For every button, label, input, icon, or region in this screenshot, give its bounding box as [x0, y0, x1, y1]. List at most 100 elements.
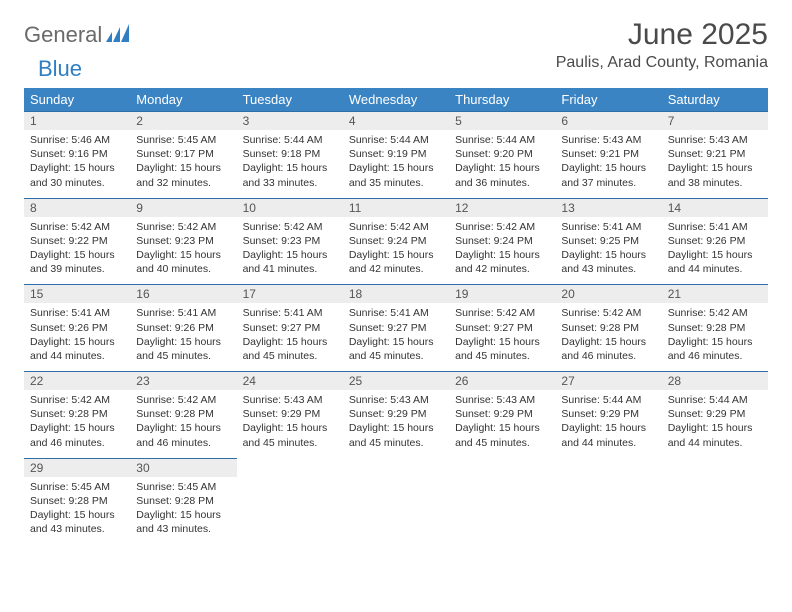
calendar-cell: 9 Sunrise: 5:42 AMSunset: 9:23 PMDaylight…: [130, 198, 236, 285]
sunset-line: Sunset: 9:27 PM: [455, 321, 549, 335]
sunrise-line: Sunrise: 5:42 AM: [561, 306, 655, 320]
calendar-cell: 29Sunrise: 5:45 AMSunset: 9:28 PMDayligh…: [24, 458, 130, 545]
calendar-row: 22Sunrise: 5:42 AMSunset: 9:28 PMDayligh…: [24, 371, 768, 458]
daylight-line: Daylight: 15 hours and 33 minutes.: [243, 161, 337, 189]
daylight-line: Daylight: 15 hours and 37 minutes.: [561, 161, 655, 189]
day-number: 20: [555, 284, 661, 303]
sunrise-line: Sunrise: 5:44 AM: [455, 133, 549, 147]
daylight-line: Daylight: 15 hours and 45 minutes.: [349, 421, 443, 449]
day-body: Sunrise: 5:44 AMSunset: 9:29 PMDaylight:…: [555, 390, 661, 458]
calendar-head: SundayMondayTuesdayWednesdayThursdayFrid…: [24, 88, 768, 111]
sunrise-line: Sunrise: 5:42 AM: [455, 220, 549, 234]
day-number: 8: [24, 198, 130, 217]
calendar-cell: 22Sunrise: 5:42 AMSunset: 9:28 PMDayligh…: [24, 371, 130, 458]
day-body: Sunrise: 5:41 AMSunset: 9:26 PMDaylight:…: [24, 303, 130, 371]
daylight-line: Daylight: 15 hours and 44 minutes.: [668, 421, 762, 449]
day-body: Sunrise: 5:43 AMSunset: 9:29 PMDaylight:…: [343, 390, 449, 458]
calendar-cell: 26Sunrise: 5:43 AMSunset: 9:29 PMDayligh…: [449, 371, 555, 458]
day-body: Sunrise: 5:46 AMSunset: 9:16 PMDaylight:…: [24, 130, 130, 198]
day-header: Monday: [130, 88, 236, 111]
sunrise-line: Sunrise: 5:43 AM: [455, 393, 549, 407]
calendar-cell: 3Sunrise: 5:44 AMSunset: 9:18 PMDaylight…: [237, 111, 343, 198]
calendar-cell: 24Sunrise: 5:43 AMSunset: 9:29 PMDayligh…: [237, 371, 343, 458]
sunset-line: Sunset: 9:23 PM: [136, 234, 230, 248]
daylight-line: Daylight: 15 hours and 43 minutes.: [30, 508, 124, 536]
day-body: Sunrise: 5:44 AMSunset: 9:29 PMDaylight:…: [662, 390, 768, 458]
day-number: 6: [555, 111, 661, 130]
sunrise-line: Sunrise: 5:45 AM: [136, 133, 230, 147]
day-body: Sunrise: 5:41 AMSunset: 9:26 PMDaylight:…: [662, 217, 768, 285]
day-header: Wednesday: [343, 88, 449, 111]
day-number: 12: [449, 198, 555, 217]
calendar-cell: 28Sunrise: 5:44 AMSunset: 9:29 PMDayligh…: [662, 371, 768, 458]
calendar-cell: 19Sunrise: 5:42 AMSunset: 9:27 PMDayligh…: [449, 284, 555, 371]
day-body: Sunrise: 5:42 AMSunset: 9:28 PMDaylight:…: [555, 303, 661, 371]
logo-chart-icon: [106, 24, 130, 47]
day-body: Sunrise: 5:41 AMSunset: 9:25 PMDaylight:…: [555, 217, 661, 285]
sunset-line: Sunset: 9:29 PM: [668, 407, 762, 421]
sunset-line: Sunset: 9:19 PM: [349, 147, 443, 161]
sunset-line: Sunset: 9:29 PM: [455, 407, 549, 421]
calendar-cell: 14Sunrise: 5:41 AMSunset: 9:26 PMDayligh…: [662, 198, 768, 285]
calendar-cell: 23Sunrise: 5:42 AMSunset: 9:28 PMDayligh…: [130, 371, 236, 458]
sunset-line: Sunset: 9:17 PM: [136, 147, 230, 161]
calendar-cell: 1Sunrise: 5:46 AMSunset: 9:16 PMDaylight…: [24, 111, 130, 198]
calendar-body: 1Sunrise: 5:46 AMSunset: 9:16 PMDaylight…: [24, 111, 768, 544]
sunrise-line: Sunrise: 5:41 AM: [349, 306, 443, 320]
day-header: Saturday: [662, 88, 768, 111]
day-number: 2: [130, 111, 236, 130]
calendar-cell: 20Sunrise: 5:42 AMSunset: 9:28 PMDayligh…: [555, 284, 661, 371]
day-body: Sunrise: 5:43 AMSunset: 9:29 PMDaylight:…: [237, 390, 343, 458]
calendar-cell: 7Sunrise: 5:43 AMSunset: 9:21 PMDaylight…: [662, 111, 768, 198]
sunset-line: Sunset: 9:22 PM: [30, 234, 124, 248]
calendar-cell: 2Sunrise: 5:45 AMSunset: 9:17 PMDaylight…: [130, 111, 236, 198]
sunrise-line: Sunrise: 5:42 AM: [455, 306, 549, 320]
calendar-cell-empty: [343, 458, 449, 545]
calendar-cell-empty: [237, 458, 343, 545]
daylight-line: Daylight: 15 hours and 38 minutes.: [668, 161, 762, 189]
day-header: Friday: [555, 88, 661, 111]
sunrise-line: Sunrise: 5:41 AM: [668, 220, 762, 234]
sunrise-line: Sunrise: 5:41 AM: [561, 220, 655, 234]
day-header: Tuesday: [237, 88, 343, 111]
day-body: Sunrise: 5:42 AMSunset: 9:28 PMDaylight:…: [130, 390, 236, 458]
sunset-line: Sunset: 9:18 PM: [243, 147, 337, 161]
sunset-line: Sunset: 9:28 PM: [136, 407, 230, 421]
day-body: Sunrise: 5:42 AMSunset: 9:27 PMDaylight:…: [449, 303, 555, 371]
day-number: 30: [130, 458, 236, 477]
day-body: Sunrise: 5:44 AMSunset: 9:19 PMDaylight:…: [343, 130, 449, 198]
daylight-line: Daylight: 15 hours and 43 minutes.: [561, 248, 655, 276]
day-number: 9: [130, 198, 236, 217]
sunset-line: Sunset: 9:24 PM: [455, 234, 549, 248]
sunrise-line: Sunrise: 5:41 AM: [30, 306, 124, 320]
sunrise-line: Sunrise: 5:42 AM: [136, 220, 230, 234]
daylight-line: Daylight: 15 hours and 45 minutes.: [136, 335, 230, 363]
sunset-line: Sunset: 9:28 PM: [30, 494, 124, 508]
daylight-line: Daylight: 15 hours and 30 minutes.: [30, 161, 124, 189]
daylight-line: Daylight: 15 hours and 40 minutes.: [136, 248, 230, 276]
sunrise-line: Sunrise: 5:42 AM: [349, 220, 443, 234]
sunrise-line: Sunrise: 5:42 AM: [136, 393, 230, 407]
day-number: 15: [24, 284, 130, 303]
day-number: 24: [237, 371, 343, 390]
title-block: June 2025 Paulis, Arad County, Romania: [556, 18, 768, 72]
daylight-line: Daylight: 15 hours and 46 minutes.: [136, 421, 230, 449]
calendar-cell: 30Sunrise: 5:45 AMSunset: 9:28 PMDayligh…: [130, 458, 236, 545]
day-body: Sunrise: 5:42 AMSunset: 9:22 PMDaylight:…: [24, 217, 130, 285]
sunrise-line: Sunrise: 5:43 AM: [668, 133, 762, 147]
sunrise-line: Sunrise: 5:42 AM: [30, 393, 124, 407]
daylight-line: Daylight: 15 hours and 42 minutes.: [349, 248, 443, 276]
day-body: Sunrise: 5:41 AMSunset: 9:27 PMDaylight:…: [343, 303, 449, 371]
day-body: Sunrise: 5:43 AMSunset: 9:21 PMDaylight:…: [662, 130, 768, 198]
calendar-row: 1Sunrise: 5:46 AMSunset: 9:16 PMDaylight…: [24, 111, 768, 198]
month-title: June 2025: [556, 18, 768, 52]
sunrise-line: Sunrise: 5:43 AM: [243, 393, 337, 407]
calendar-row: 29Sunrise: 5:45 AMSunset: 9:28 PMDayligh…: [24, 458, 768, 545]
day-number: 10: [237, 198, 343, 217]
sunrise-line: Sunrise: 5:42 AM: [243, 220, 337, 234]
sunset-line: Sunset: 9:28 PM: [561, 321, 655, 335]
logo-text-general: General: [24, 22, 102, 48]
day-body: Sunrise: 5:45 AMSunset: 9:28 PMDaylight:…: [130, 477, 236, 545]
day-body: Sunrise: 5:42 AMSunset: 9:24 PMDaylight:…: [343, 217, 449, 285]
daylight-line: Daylight: 15 hours and 44 minutes.: [30, 335, 124, 363]
